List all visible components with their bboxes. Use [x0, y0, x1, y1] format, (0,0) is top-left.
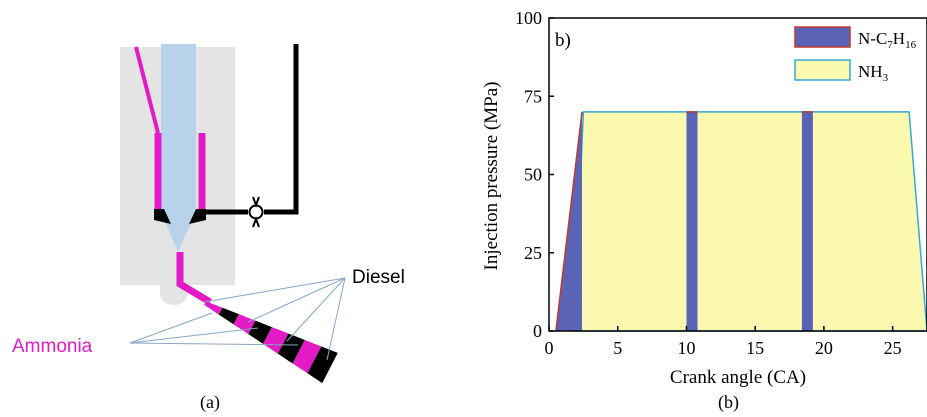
leader-lines: [129, 277, 346, 361]
spray-band: [277, 333, 305, 364]
x-axis-label: Crank angle (CA): [670, 367, 806, 388]
diesel-supply-line: [206, 44, 299, 228]
nheptane-pulse-2: [686, 111, 698, 332]
legend-swatch-nheptane: [794, 26, 851, 48]
x-tick-label: 10: [677, 338, 695, 358]
spray-band: [263, 327, 289, 354]
spray-band: [248, 320, 272, 344]
panel-b-caption: (b): [718, 392, 739, 413]
y-axis-ticks: 0 25 50 75 100: [515, 8, 554, 341]
x-tick-label: 25: [884, 338, 902, 358]
legend: N-C7H16 NH3: [794, 26, 917, 84]
x-tick-label: 15: [746, 338, 764, 358]
legend-ammonia-sub1: 3: [883, 72, 889, 84]
y-tick-label: 0: [533, 321, 542, 341]
spray-band: [307, 346, 338, 384]
spray-band: [204, 301, 223, 315]
injector-needle: [161, 44, 196, 252]
x-tick-label: 5: [613, 338, 622, 358]
y-tick-label: 50: [524, 165, 542, 185]
svg-text:N-C7H16: N-C7H16: [858, 29, 917, 51]
legend-swatch-ammonia: [794, 59, 851, 81]
svg-text:NH3: NH3: [858, 62, 889, 84]
legend-ammonia-base: NH: [858, 62, 883, 81]
plot-areas: [555, 111, 927, 332]
injector-schematic: Diesel Ammonia (a): [12, 44, 405, 413]
x-tick-label: 0: [545, 338, 554, 358]
spray-band: [292, 340, 322, 374]
panel-a-caption: (a): [200, 392, 220, 413]
panel-tag: b): [555, 30, 571, 51]
ammonia-label: Ammonia: [12, 336, 93, 357]
x-tick-label: 20: [815, 338, 833, 358]
legend-nheptane-sub2: 16: [905, 39, 917, 51]
nheptane-pulse-3: [801, 111, 813, 332]
diesel-label: Diesel: [352, 267, 405, 288]
ammonia-feed-lines: [134, 46, 212, 306]
legend-entry-ammonia: NH3: [794, 59, 889, 84]
legend-nheptane-mid: H: [893, 29, 905, 48]
x-axis-ticks: 0 5 10 15 20 25: [545, 326, 902, 358]
legend-nheptane-base: N-C: [858, 29, 887, 48]
spray-plume: [204, 301, 338, 384]
needle-seat-right: [189, 209, 206, 224]
injection-pressure-chart: 0 5 10 15 20 25 0 25 50 75 100 b) Crank angle (CA…: [481, 8, 927, 413]
nheptane-pulse-edge: [555, 111, 583, 332]
ammonia-injection-area: [572, 111, 927, 332]
needle-seat-left: [154, 209, 171, 224]
legend-entry-nheptane: N-C7H16: [794, 26, 917, 51]
y-tick-label: 100: [515, 8, 542, 28]
y-axis-label: Injection pressure (MPa): [481, 82, 502, 271]
legend-nheptane-sub1: 7: [887, 39, 893, 51]
nozzle-tip-bump: [160, 285, 188, 305]
y-tick-label: 75: [524, 86, 542, 106]
y-tick-label: 25: [524, 243, 542, 263]
spray-band: [218, 307, 239, 325]
